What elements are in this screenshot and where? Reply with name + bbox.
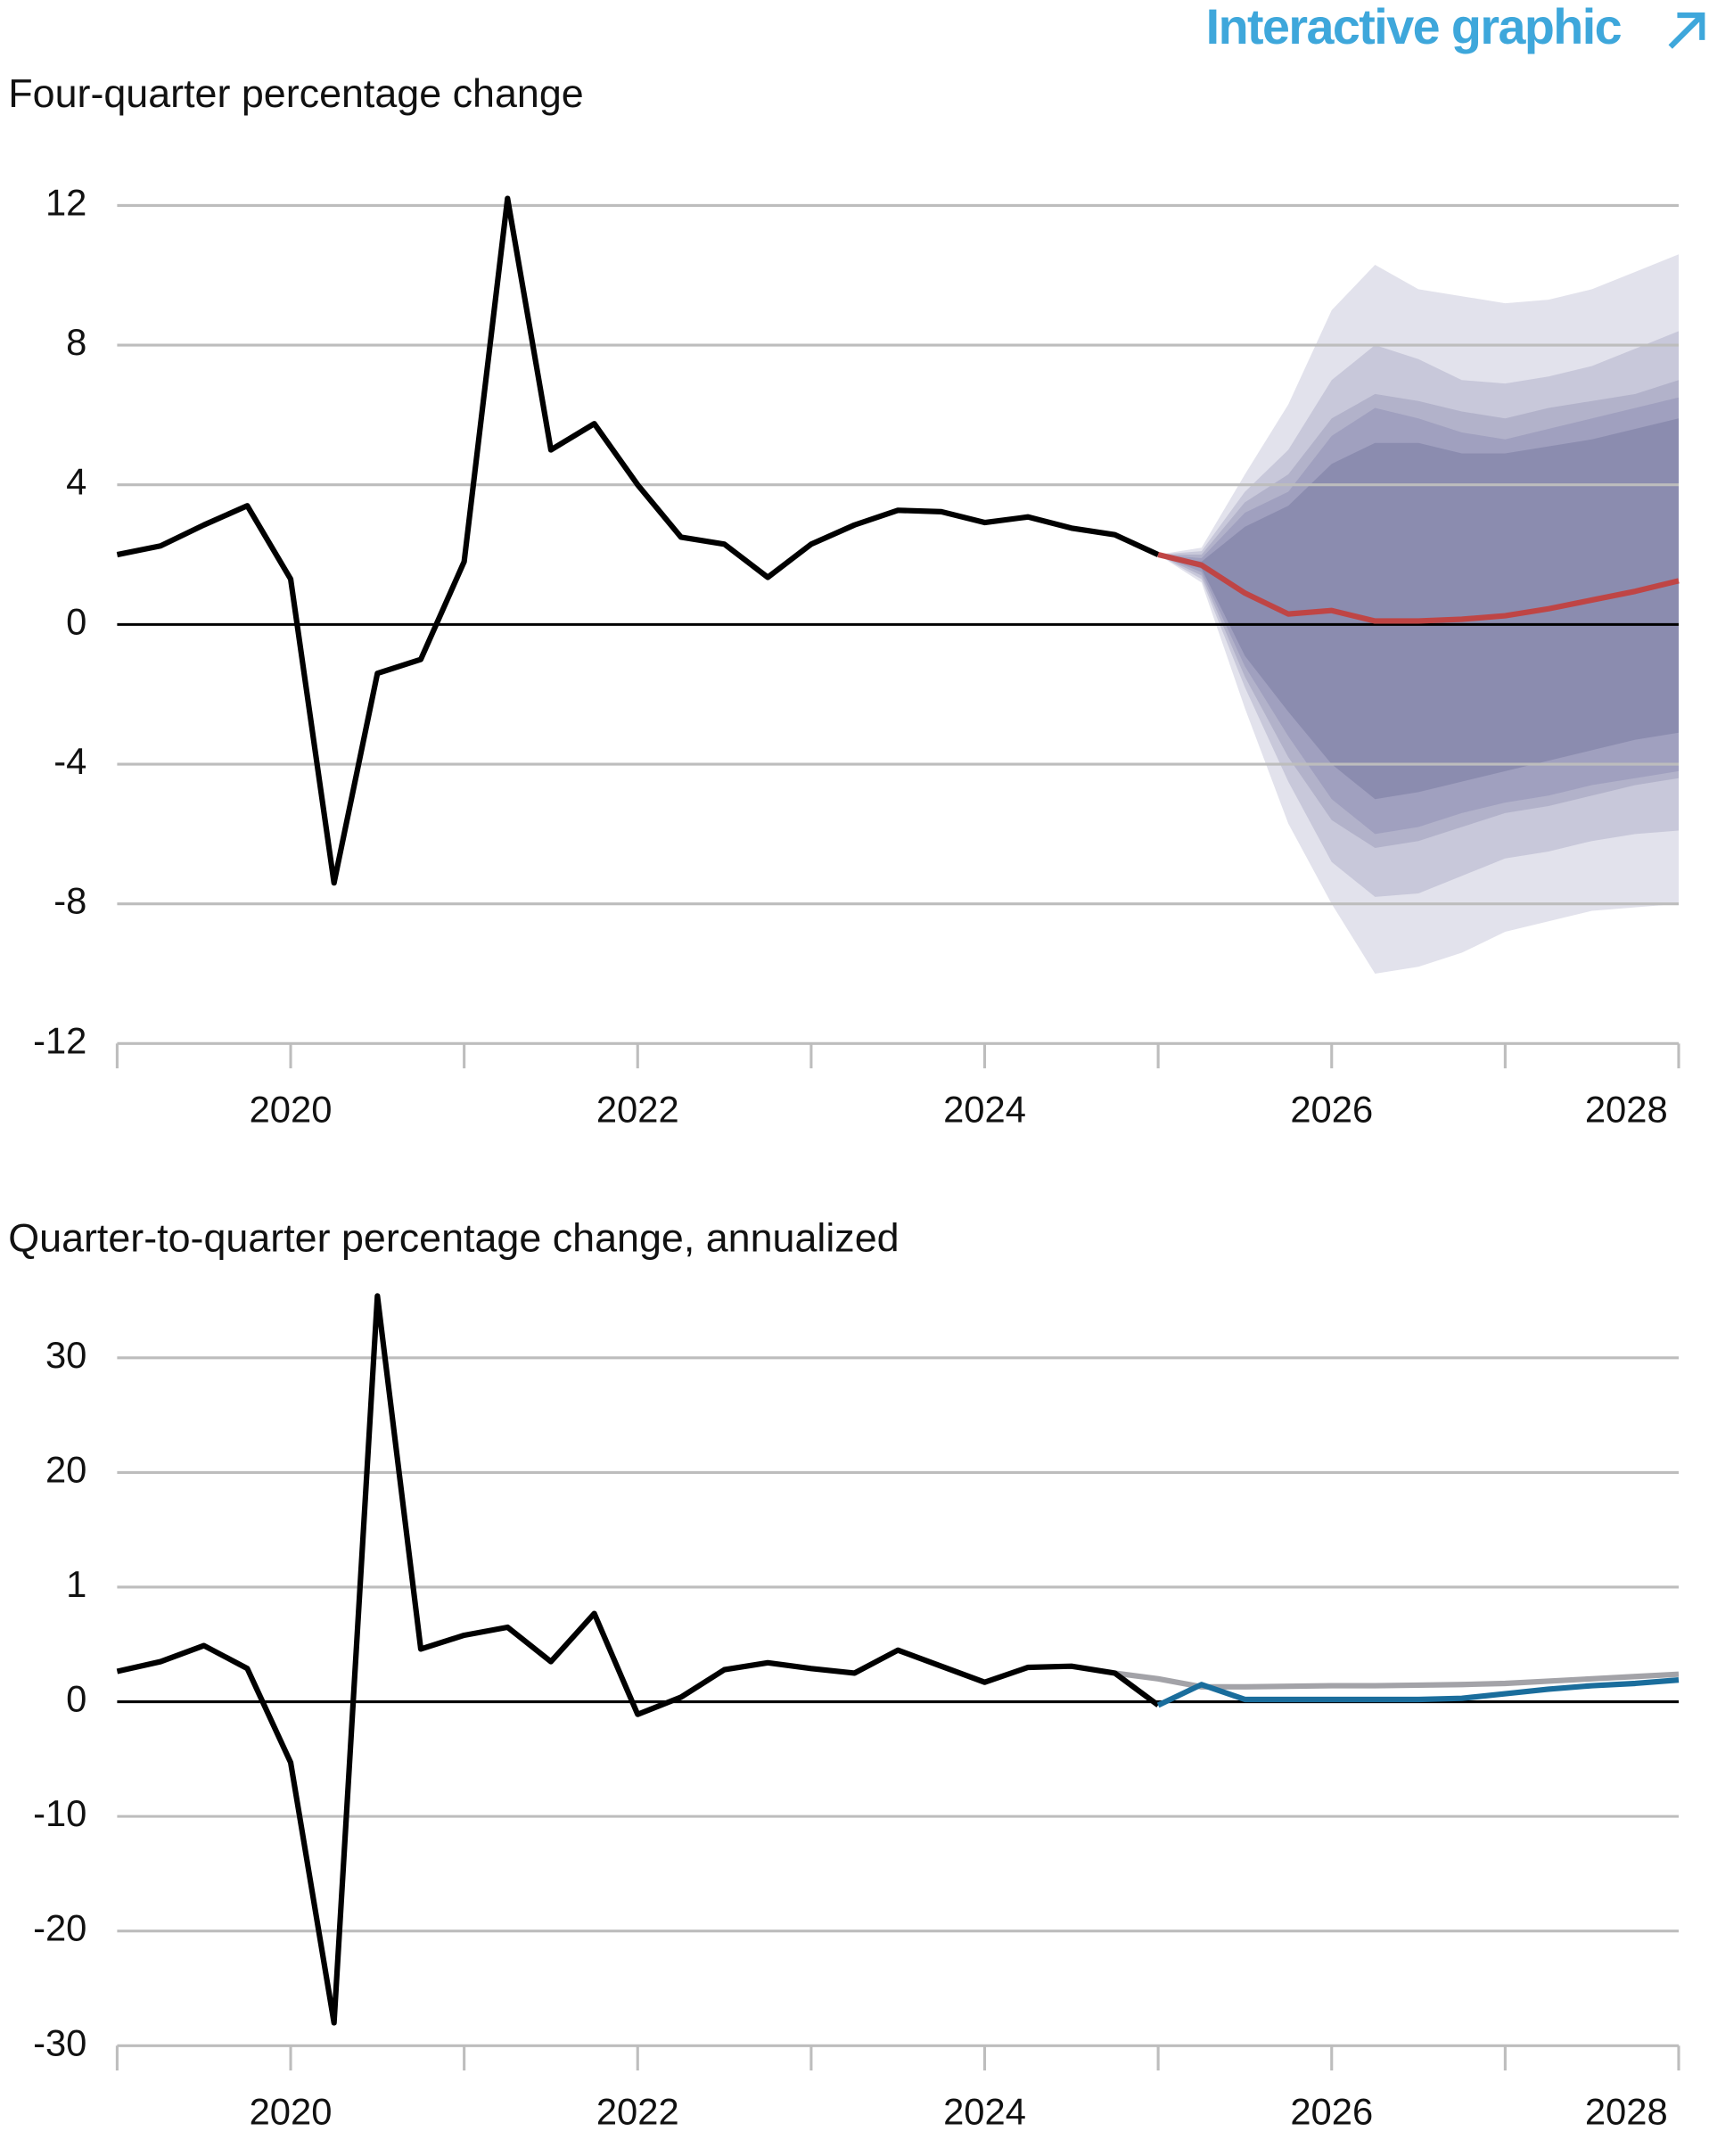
y-tick-label: -4 <box>53 740 86 782</box>
y-tick-label: 0 <box>66 600 86 642</box>
x-tick-label: 2026 <box>1290 1089 1373 1131</box>
chart-title: Four-quarter percentage change <box>8 70 583 116</box>
x-tick-label: 2022 <box>596 2091 679 2133</box>
link-arrow[interactable] <box>1668 12 1705 49</box>
x-tick-label: 2020 <box>250 1089 333 1131</box>
x-tick-label: 2022 <box>596 1089 679 1131</box>
y-tick-label: 30 <box>45 1334 86 1376</box>
y-tick-label: 1 <box>66 1563 86 1605</box>
y-tick-label: 12 <box>45 181 86 223</box>
y-tick-label: -20 <box>33 1907 86 1949</box>
series-line <box>1156 1677 1680 1708</box>
y-tick-label: -8 <box>53 880 86 922</box>
chart: Four-quarter percentage change -12 -8 -4 0 4 8… <box>8 70 1680 1131</box>
chart: Quarter-to-quarter percentage change, an… <box>8 1214 1680 2133</box>
x-tick-label: 2028 <box>1585 2091 1668 2133</box>
y-tick-label: -30 <box>33 2021 86 2063</box>
x-tick-label: 2024 <box>943 2091 1026 2133</box>
y-tick-label: 20 <box>45 1448 86 1490</box>
chart-title: Quarter-to-quarter percentage change, an… <box>8 1214 899 1260</box>
x-tick-label: 2028 <box>1585 1089 1668 1131</box>
x-tick-label: 2026 <box>1290 2091 1373 2133</box>
series-line <box>1157 552 1680 624</box>
x-tick-label: 2020 <box>250 2091 333 2133</box>
y-tick-label: 4 <box>66 461 86 503</box>
series-line <box>116 195 1160 886</box>
y-tick-label: -12 <box>33 1019 86 1061</box>
y-tick-label: -10 <box>33 1792 86 1834</box>
link-text[interactable]: Interactive graphic <box>1206 0 1623 54</box>
interactive-link[interactable]: Interactive graphic <box>1206 0 1705 54</box>
y-tick-label: 0 <box>66 1678 86 1720</box>
fan-band <box>1158 418 1679 800</box>
x-tick-label: 2024 <box>943 1089 1026 1131</box>
y-tick-label: 8 <box>66 321 86 363</box>
series-line <box>116 1293 1160 2026</box>
